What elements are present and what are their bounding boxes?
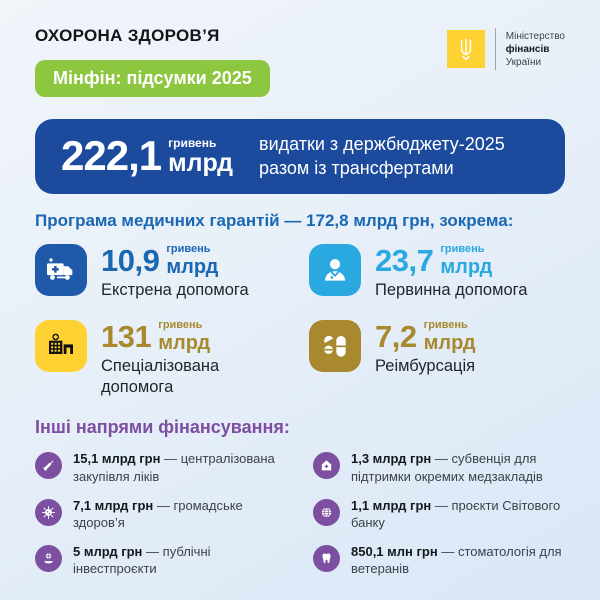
item-description: громадське здоров’я: [73, 497, 243, 530]
item-text: 850,1 млн грн — стоматологія для ветеран…: [351, 543, 565, 577]
total-budget-banner: 222,1 гривень млрд видатки з держбюджету…: [35, 119, 565, 194]
doctor-icon: [309, 243, 361, 296]
stat-specialized-care: 131 гривень млрд Спеціалізована допомога: [35, 320, 291, 397]
stat-content: 131 гривень млрд Спеціалізована допомога: [101, 320, 276, 397]
ministry-name: Міністерство фінансів України: [506, 30, 565, 69]
item-value: 5 млрд грн: [73, 544, 143, 560]
logo-divider: [494, 28, 496, 70]
total-description: видатки з держбюджету-2025 разом із тран…: [259, 134, 505, 179]
hospital-icon: [35, 320, 87, 373]
item-description: проєкти Світового банку: [351, 497, 561, 530]
stat-unit: гривень млрд: [158, 319, 211, 355]
item-text: 1,1 млрд грн — проєкти Світового банку: [351, 497, 565, 531]
item-text: 15,1 млрд грн — централізована закупівля…: [73, 450, 287, 484]
item-public-investments: 5 млрд грн — публічні інвестпроєкти: [35, 543, 287, 577]
header-left: ОХОРОНА ЗДОРОВ’Я Мінфін: підсумки 2025: [35, 24, 270, 97]
syringe-icon: [35, 452, 62, 480]
item-value: 7,1 млрд грн: [73, 497, 154, 513]
stat-value: 7,2: [375, 319, 417, 355]
stat-unit: гривень млрд: [166, 242, 219, 278]
stat-emergency-care: 10,9 гривень млрд Екстрена допомога: [35, 242, 291, 301]
tooth-icon: [313, 545, 340, 573]
stat-label: Реімбурсація: [375, 357, 476, 376]
item-description: централізована закупівля ліків: [73, 451, 275, 484]
item-dash: —: [441, 544, 455, 560]
item-dash: —: [434, 451, 448, 467]
item-dash: —: [156, 497, 170, 513]
item-dash: —: [164, 451, 178, 467]
item-text: 5 млрд грн — публічні інвестпроєкти: [73, 543, 287, 577]
stat-value: 23,7: [375, 242, 434, 278]
stat-value: 10,9: [101, 242, 160, 278]
stats-grid: 10,9 гривень млрд Екстрена допомога: [35, 242, 565, 398]
item-text: 7,1 млрд грн — громадське здоров’я: [73, 497, 287, 531]
item-dash: —: [146, 544, 160, 560]
medical-facility-icon: [313, 452, 340, 480]
stat-primary-care: 23,7 гривень млрд Первинна допомога: [309, 242, 565, 301]
item-value: 850,1 млн грн: [351, 544, 438, 560]
microbe-icon: [35, 498, 62, 526]
ambulance-icon: [35, 243, 87, 296]
item-dash: —: [434, 497, 448, 513]
stat-label: Спеціалізована допомога: [101, 357, 220, 396]
ministry-name-line1: Міністерство: [505, 30, 565, 42]
stat-unit: гривень млрд: [423, 319, 476, 355]
ministry-name-line3: України: [505, 56, 542, 68]
item-description: субвенція для підтримки окремих медзакла…: [351, 451, 543, 484]
total-unit: гривень млрд: [168, 135, 234, 177]
item-centralized-procurement: 15,1 млрд грн — централізована закупівля…: [35, 450, 287, 484]
trident-icon: [446, 30, 485, 68]
other-funding-heading: Інші напрями фінансування:: [35, 417, 290, 438]
program-heading: Програма медичних гарантій — 172,8 млрд …: [35, 210, 514, 230]
other-funding-grid: 15,1 млрд грн — централізована закупівля…: [35, 450, 565, 577]
item-public-health: 7,1 млрд грн — громадське здоров’я: [35, 497, 287, 531]
pills-icon: [309, 320, 361, 373]
stat-content: 23,7 гривень млрд Первинна допомога: [375, 242, 528, 301]
item-value: 15,1 млрд грн: [73, 451, 161, 467]
stat-label: Екстрена допомога: [101, 280, 249, 299]
ministry-name-line2: фінансів: [505, 43, 550, 55]
total-value: 222,1: [61, 132, 162, 180]
edition-badge: Мінфін: підсумки 2025: [35, 60, 270, 97]
item-text: 1,3 млрд грн — субвенція для підтримки о…: [351, 450, 565, 484]
item-value: 1,3 млрд грн: [351, 451, 432, 467]
stat-reimbursement: 7,2 гривень млрд Реімбурсація: [309, 320, 565, 397]
item-description: публічні інвестпроєкти: [73, 544, 211, 577]
item-description: стоматологія для ветеранів: [351, 544, 562, 577]
page-title: ОХОРОНА ЗДОРОВ’Я: [35, 26, 220, 45]
header: ОХОРОНА ЗДОРОВ’Я Мінфін: підсумки 2025 М…: [35, 24, 565, 97]
item-subvention-facilities: 1,3 млрд грн — субвенція для підтримки о…: [313, 450, 565, 484]
item-veteran-dentistry: 850,1 млн грн — стоматологія для ветеран…: [313, 543, 565, 577]
stat-label: Первинна допомога: [375, 280, 528, 299]
stat-value: 131: [101, 319, 152, 355]
investment-icon: [35, 545, 62, 573]
total-value-group: 222,1 гривень млрд: [61, 135, 233, 177]
item-value: 1,1 млрд грн: [351, 497, 432, 513]
stat-content: 10,9 гривень млрд Екстрена допомога: [101, 242, 249, 301]
globe-icon: [313, 498, 340, 526]
stat-unit: гривень млрд: [440, 242, 493, 278]
ministry-logo: Міністерство фінансів України: [446, 28, 565, 70]
item-world-bank: 1,1 млрд грн — проєкти Світового банку: [313, 497, 565, 531]
stat-content: 7,2 гривень млрд Реімбурсація: [375, 320, 476, 377]
